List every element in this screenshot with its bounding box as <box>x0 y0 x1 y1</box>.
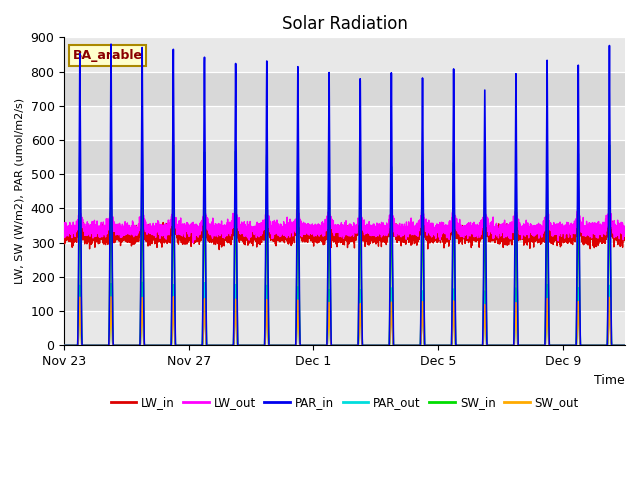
Y-axis label: LW, SW (W/m2), PAR (umol/m2/s): LW, SW (W/m2), PAR (umol/m2/s) <box>15 98 25 285</box>
Bar <box>64 140 625 174</box>
Title: Solar Radiation: Solar Radiation <box>282 15 408 33</box>
Text: BA_arable: BA_arable <box>73 49 143 62</box>
X-axis label: Time: Time <box>595 374 625 387</box>
Bar <box>64 243 625 277</box>
Bar <box>64 72 625 106</box>
Legend: LW_in, LW_out, PAR_in, PAR_out, SW_in, SW_out: LW_in, LW_out, PAR_in, PAR_out, SW_in, S… <box>106 391 584 414</box>
Bar <box>64 174 625 208</box>
Bar <box>64 311 625 346</box>
Bar <box>64 37 625 72</box>
Bar <box>64 208 625 243</box>
Bar <box>64 277 625 311</box>
Bar <box>64 106 625 140</box>
